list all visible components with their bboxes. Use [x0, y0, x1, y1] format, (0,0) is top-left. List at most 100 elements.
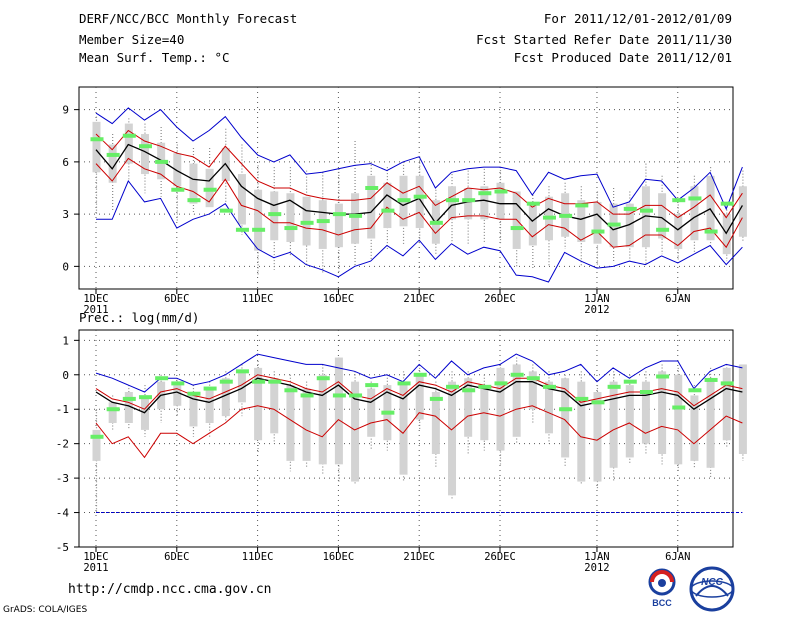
- median-marker: [720, 201, 734, 206]
- median-marker: [381, 208, 395, 213]
- min-line: [96, 180, 743, 283]
- median-marker: [268, 212, 282, 217]
- p10-line: [95, 405, 743, 459]
- median-marker: [607, 384, 621, 389]
- iqr-box: [658, 371, 667, 454]
- iqr-box: [738, 364, 747, 454]
- median-marker: [704, 377, 718, 382]
- x-tick-label: 6DEC: [164, 551, 189, 563]
- iqr-box: [577, 200, 586, 242]
- median-marker: [623, 206, 637, 211]
- iqr-box: [658, 193, 667, 239]
- y-tick-label: -2: [56, 438, 69, 451]
- median-marker: [526, 201, 540, 206]
- y-tick-label: 1: [62, 334, 69, 347]
- y-tick-label: 9: [62, 104, 69, 117]
- median-marker: [688, 196, 702, 201]
- x-year-label: 2012: [584, 562, 609, 574]
- ncc-logo: NCC: [689, 566, 735, 612]
- iqr-box: [92, 429, 101, 461]
- y-tick-label: 0: [62, 260, 69, 273]
- median-marker: [365, 186, 379, 190]
- iqr-box: [722, 214, 731, 255]
- source-url[interactable]: http://cmdp.ncc.cma.gov.cn: [68, 582, 272, 597]
- x-year-label: 2011: [83, 562, 108, 574]
- iqr-box: [351, 381, 360, 482]
- iqr-box: [221, 378, 230, 417]
- median-marker: [90, 434, 104, 439]
- x-tick-label: 1DEC: [83, 293, 108, 305]
- x-tick-label: 6DEC: [164, 293, 189, 305]
- median-marker: [510, 372, 524, 377]
- plot-frame: [78, 329, 734, 548]
- x-year-label: 2011: [83, 304, 108, 316]
- iqr-box: [334, 203, 343, 248]
- median-marker: [171, 381, 185, 386]
- iqr-box: [593, 392, 602, 482]
- member-size: Member Size=40: [79, 32, 185, 47]
- median-marker: [591, 400, 605, 405]
- iqr-box: [205, 388, 214, 423]
- median-marker: [203, 386, 217, 391]
- iqr-box: [415, 175, 424, 229]
- iqr-box: [173, 385, 182, 406]
- iqr-box: [464, 188, 473, 220]
- iqr-box: [674, 214, 683, 249]
- iqr-box: [690, 395, 699, 461]
- median-marker: [559, 213, 573, 218]
- iqr-box: [448, 186, 457, 220]
- plot-frame: [78, 86, 734, 290]
- median-marker: [656, 227, 670, 232]
- y-tick-label: 0: [62, 369, 69, 382]
- median-marker: [138, 144, 152, 149]
- median-marker: [219, 379, 233, 384]
- iqr-box: [722, 367, 731, 441]
- median-marker: [446, 384, 460, 389]
- x-tick-label: 11DEC: [242, 293, 274, 305]
- median-marker: [462, 388, 476, 393]
- variable-label: Mean Surf. Temp.: °C: [79, 50, 230, 65]
- p90-line: [95, 129, 743, 219]
- iqr-box: [561, 378, 570, 458]
- median-marker: [429, 220, 443, 225]
- iqr-box: [625, 203, 634, 248]
- bcc-logo: BCC: [648, 568, 676, 608]
- x-tick-label: 16DEC: [323, 293, 355, 305]
- median-marker: [235, 227, 249, 232]
- median-marker: [720, 381, 734, 386]
- iqr-box: [706, 175, 715, 241]
- median-marker: [429, 396, 443, 401]
- iqr-box: [399, 381, 408, 475]
- median-marker: [413, 372, 427, 377]
- iqr-box: [480, 186, 489, 220]
- y-tick-label: -5: [56, 541, 69, 554]
- iqr-box: [189, 392, 198, 427]
- median-marker: [138, 395, 152, 400]
- iqr-box: [448, 381, 457, 496]
- bcc-logo-text: BCC: [652, 598, 672, 608]
- fcst-started-date: Fcst Started Refer Date 2011/11/30: [476, 32, 732, 47]
- forecast-range: For 2011/12/01-2012/01/09: [543, 11, 732, 26]
- iqr-box: [108, 144, 117, 183]
- median-marker: [349, 393, 363, 398]
- median-marker: [155, 159, 169, 164]
- median-marker: [623, 379, 637, 384]
- iqr-box: [318, 374, 327, 465]
- median-marker: [704, 229, 718, 234]
- x-tick-label: 21DEC: [403, 293, 435, 305]
- median-marker: [171, 187, 185, 192]
- x-tick-label: 16DEC: [323, 551, 355, 563]
- median-marker: [542, 384, 556, 389]
- chart-title: DERF/NCC/BCC Monthly Forecast: [79, 11, 298, 26]
- iqr-box: [367, 388, 376, 437]
- iqr-box: [738, 186, 747, 237]
- median-marker: [559, 407, 573, 412]
- median-marker: [462, 198, 476, 203]
- iqr-box: [415, 374, 424, 420]
- x-tick-label: 6JAN: [665, 551, 690, 563]
- x-tick-label: 6JAN: [665, 293, 690, 305]
- median-marker: [252, 227, 266, 232]
- median-marker: [365, 383, 379, 388]
- median-marker: [203, 187, 217, 192]
- iqr-box: [254, 189, 263, 251]
